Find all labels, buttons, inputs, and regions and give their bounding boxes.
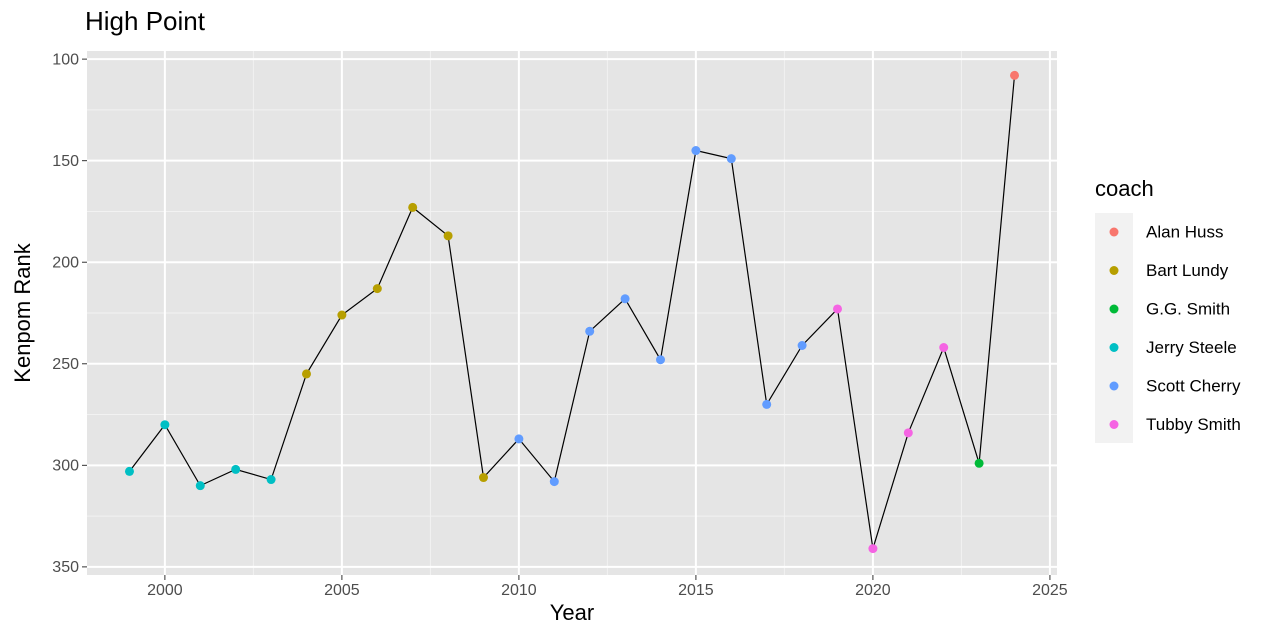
y-tick-label: 100 bbox=[52, 51, 79, 68]
point bbox=[1010, 70, 1020, 80]
legend-key bbox=[1109, 304, 1119, 314]
y-tick-label: 300 bbox=[52, 458, 79, 475]
point bbox=[939, 343, 949, 353]
point bbox=[337, 310, 347, 320]
legend-key bbox=[1109, 381, 1119, 391]
point bbox=[691, 146, 701, 156]
point bbox=[443, 231, 453, 241]
point bbox=[408, 202, 418, 212]
point bbox=[514, 434, 524, 444]
point bbox=[124, 466, 134, 476]
x-tick-label: 2000 bbox=[147, 582, 183, 599]
point bbox=[797, 340, 807, 350]
y-tick-label: 150 bbox=[52, 153, 79, 170]
legend-label: Bart Lundy bbox=[1146, 261, 1229, 280]
point bbox=[903, 428, 913, 438]
y-tick-label: 200 bbox=[52, 254, 79, 271]
x-tick-label: 2025 bbox=[1032, 582, 1068, 599]
x-tick-label: 2015 bbox=[678, 582, 714, 599]
point bbox=[762, 399, 772, 409]
point bbox=[974, 458, 984, 468]
point bbox=[656, 355, 666, 365]
point bbox=[231, 464, 241, 474]
legend-label: Tubby Smith bbox=[1146, 415, 1241, 434]
point bbox=[195, 481, 205, 491]
y-tick-label: 250 bbox=[52, 356, 79, 373]
point bbox=[549, 477, 559, 487]
legend-title: coach bbox=[1095, 176, 1154, 201]
legend-label: Jerry Steele bbox=[1146, 338, 1237, 357]
chart-title: High Point bbox=[85, 6, 206, 36]
x-tick-label: 2005 bbox=[324, 582, 360, 599]
x-tick-label: 2020 bbox=[855, 582, 891, 599]
legend-label: G.G. Smith bbox=[1146, 299, 1230, 318]
y-tick-label: 350 bbox=[52, 559, 79, 576]
point bbox=[620, 294, 630, 304]
legend-label: Scott Cherry bbox=[1146, 376, 1241, 395]
point bbox=[301, 369, 311, 379]
point bbox=[266, 475, 276, 485]
line bbox=[129, 75, 1016, 549]
y-axis-label: Kenpom Rank bbox=[10, 242, 35, 382]
point bbox=[868, 544, 878, 554]
point bbox=[372, 284, 382, 294]
point bbox=[585, 326, 595, 336]
grid bbox=[87, 51, 1057, 575]
point bbox=[160, 420, 170, 430]
point bbox=[478, 473, 488, 483]
legend-key bbox=[1109, 420, 1119, 429]
legend-label: Alan Huss bbox=[1146, 222, 1223, 241]
legend-keys bbox=[1095, 213, 1133, 443]
plot bbox=[124, 70, 1020, 554]
x-axis-label: Year bbox=[550, 600, 594, 625]
x-tick-label: 2010 bbox=[501, 582, 537, 599]
legend-key bbox=[1109, 343, 1119, 352]
point bbox=[833, 304, 843, 314]
point bbox=[726, 154, 736, 164]
legend-key bbox=[1109, 227, 1119, 237]
legend-key bbox=[1109, 266, 1119, 275]
